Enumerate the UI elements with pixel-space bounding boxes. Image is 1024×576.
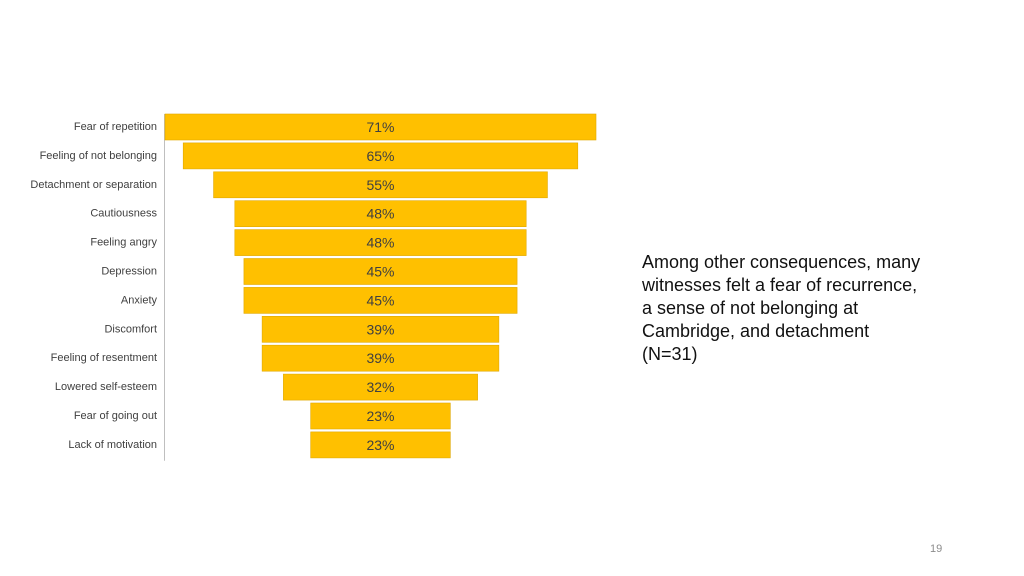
bar [261,315,500,343]
category-label: Anxiety [121,294,158,306]
bar [234,200,527,227]
category-label: Feeling of resentment [51,352,157,364]
caption-line: Cambridge, and detachment [642,321,870,341]
chart-bars [164,113,597,459]
value-label: 45% [366,264,394,280]
bar [283,373,478,401]
bar [243,287,518,314]
category-label: Cautiousness [90,208,157,220]
bar [213,171,548,199]
summary-caption: Among other consequences, many witnesses… [642,251,972,366]
value-label: 71% [366,119,394,135]
value-label: 39% [366,321,394,337]
bar [310,402,451,430]
bar [243,258,518,285]
value-label: 55% [366,177,394,193]
value-labels: 71% 65% 55% 48% 48% 45% 45% 39% 39% 32% 23% 23% [366,119,394,453]
category-label: Fear of repetition [74,121,157,133]
value-label: 65% [366,148,394,164]
category-label: Lack of motivation [68,439,157,451]
caption-line: witnesses felt a fear of recurrence, [642,275,918,295]
category-label: Feeling angry [90,237,157,249]
category-label: Depression [101,266,157,278]
funnel-chart: Fear of repetition Feeling of not belongi… [30,113,597,461]
bar [310,431,451,459]
page-number: 19 [930,543,943,555]
value-label: 39% [366,350,394,366]
category-label: Lowered self-esteem [55,381,157,393]
value-label: 23% [366,408,394,424]
category-label: Detachment or separation [30,179,157,191]
category-label: Fear of going out [74,410,157,422]
caption-line: Among other consequences, many [642,252,921,272]
value-label: 48% [366,235,394,251]
caption-line: (N=31) [642,344,698,364]
caption-line: a sense of not belonging at [642,298,859,318]
category-label: Discomfort [104,323,157,335]
bar [182,142,579,170]
bar [164,113,597,141]
category-label: Feeling of not belonging [40,150,157,162]
bar [261,344,500,372]
value-label: 32% [366,379,394,395]
value-label: 23% [366,437,394,453]
bar [234,229,527,256]
value-label: 45% [366,292,394,308]
category-labels: Fear of repetition Feeling of not belongi… [30,121,157,451]
value-label: 48% [366,206,394,222]
